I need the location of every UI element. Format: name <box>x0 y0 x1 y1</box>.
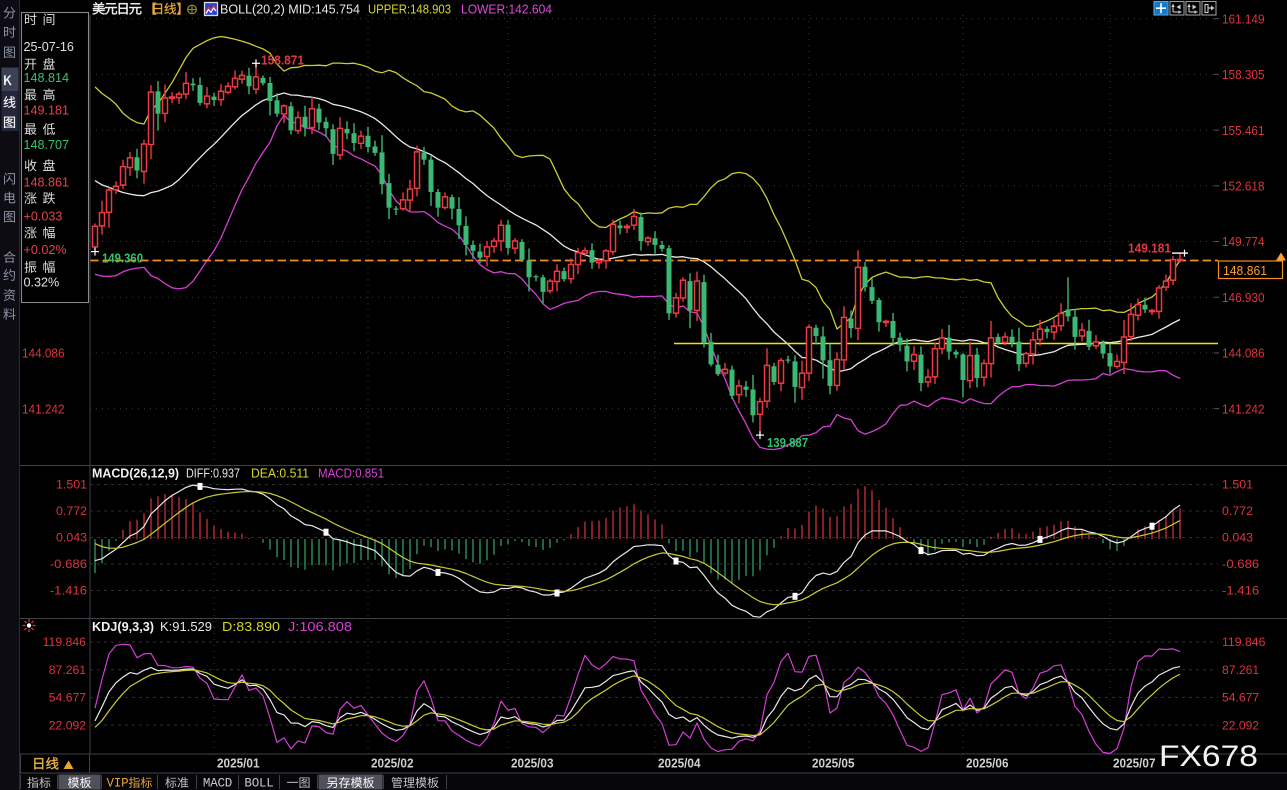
svg-text:-0.686: -0.686 <box>50 557 87 571</box>
svg-text:MACD:0.851: MACD:0.851 <box>318 466 384 481</box>
svg-text:+0.02%: +0.02% <box>24 243 67 257</box>
svg-text:2025/05: 2025/05 <box>812 757 855 771</box>
svg-text:148.861: 148.861 <box>24 175 70 189</box>
svg-text:87.261: 87.261 <box>49 663 86 677</box>
svg-text:1.501: 1.501 <box>1222 478 1253 492</box>
svg-text:22.092: 22.092 <box>1222 718 1259 732</box>
svg-text:54.677: 54.677 <box>1222 691 1259 705</box>
svg-text:J:106.808: J:106.808 <box>288 619 352 634</box>
svg-text:148.707: 148.707 <box>24 138 70 152</box>
svg-text:149.774: 149.774 <box>1222 235 1265 249</box>
svg-text:V: V <box>107 777 115 790</box>
svg-text:L: L <box>259 777 267 790</box>
svg-text:144.086: 144.086 <box>22 347 65 361</box>
svg-text:149.181: 149.181 <box>1128 240 1171 255</box>
svg-text:LOWER:142.604: LOWER:142.604 <box>461 2 552 17</box>
svg-text:C: C <box>218 777 226 790</box>
svg-text:UPPER:148.903: UPPER:148.903 <box>368 2 451 17</box>
svg-text:1.501: 1.501 <box>56 478 87 492</box>
svg-text:DEA:0.511: DEA:0.511 <box>251 466 309 481</box>
svg-text:-1.416: -1.416 <box>1222 584 1259 598</box>
svg-text:P: P <box>121 777 129 790</box>
svg-text:-1.416: -1.416 <box>50 584 87 598</box>
svg-text:141.242: 141.242 <box>22 402 65 416</box>
svg-text:2025/04: 2025/04 <box>658 757 701 771</box>
svg-text:155.461: 155.461 <box>1222 124 1265 138</box>
svg-text:0.772: 0.772 <box>1222 504 1253 518</box>
svg-text:-0.686: -0.686 <box>1222 557 1259 571</box>
svg-text:B: B <box>244 777 252 790</box>
svg-text:119.846: 119.846 <box>1222 635 1266 649</box>
svg-text:BOLL(20,2) MID:145.754: BOLL(20,2) MID:145.754 <box>220 2 360 17</box>
svg-text:149.181: 149.181 <box>24 103 70 117</box>
svg-text:87.261: 87.261 <box>1222 663 1259 677</box>
svg-text:161.149: 161.149 <box>1222 12 1265 26</box>
svg-text:MACD(26,12,9): MACD(26,12,9) <box>92 466 179 481</box>
svg-text:L: L <box>266 777 274 790</box>
svg-text:0.043: 0.043 <box>1222 531 1253 545</box>
svg-text:148.814: 148.814 <box>24 71 70 85</box>
svg-text:144.086: 144.086 <box>1222 347 1265 361</box>
svg-text:I: I <box>114 777 122 790</box>
svg-text:152.618: 152.618 <box>1222 180 1265 194</box>
svg-text:+0.033: +0.033 <box>24 210 63 224</box>
svg-text:KDJ(9,3,3): KDJ(9,3,3) <box>92 619 154 634</box>
svg-text:2025/06: 2025/06 <box>966 757 1009 771</box>
svg-text:A: A <box>210 777 218 790</box>
svg-text:25-07-16: 25-07-16 <box>24 40 74 54</box>
svg-text:139.887: 139.887 <box>767 436 808 450</box>
svg-text:K:91.529: K:91.529 <box>160 619 212 634</box>
svg-text:DIFF:0.937: DIFF:0.937 <box>186 466 240 481</box>
svg-text:146.930: 146.930 <box>1222 291 1265 305</box>
svg-text:119.846: 119.846 <box>43 635 87 649</box>
svg-text:0.772: 0.772 <box>56 504 87 518</box>
svg-text:22.092: 22.092 <box>49 718 86 732</box>
svg-text:0.043: 0.043 <box>56 531 87 545</box>
svg-text:2025/03: 2025/03 <box>511 757 554 771</box>
svg-text:2025/01: 2025/01 <box>217 757 260 771</box>
svg-text:158.305: 158.305 <box>1222 68 1265 82</box>
svg-text:148.861: 148.861 <box>1223 263 1267 278</box>
svg-text:54.677: 54.677 <box>49 691 86 705</box>
svg-text:158.871: 158.871 <box>261 53 304 67</box>
svg-text:2025/02: 2025/02 <box>371 757 414 771</box>
svg-text:149.360: 149.360 <box>102 252 143 266</box>
svg-text:2025/07: 2025/07 <box>1113 757 1156 771</box>
svg-text:D:83.890: D:83.890 <box>222 619 280 634</box>
svg-text:M: M <box>203 777 211 790</box>
svg-text:141.242: 141.242 <box>1222 402 1265 416</box>
svg-text:D: D <box>225 777 233 790</box>
svg-text:O: O <box>252 777 260 790</box>
svg-text:0.32%: 0.32% <box>24 276 60 290</box>
svg-text:FX678: FX678 <box>1159 740 1258 773</box>
